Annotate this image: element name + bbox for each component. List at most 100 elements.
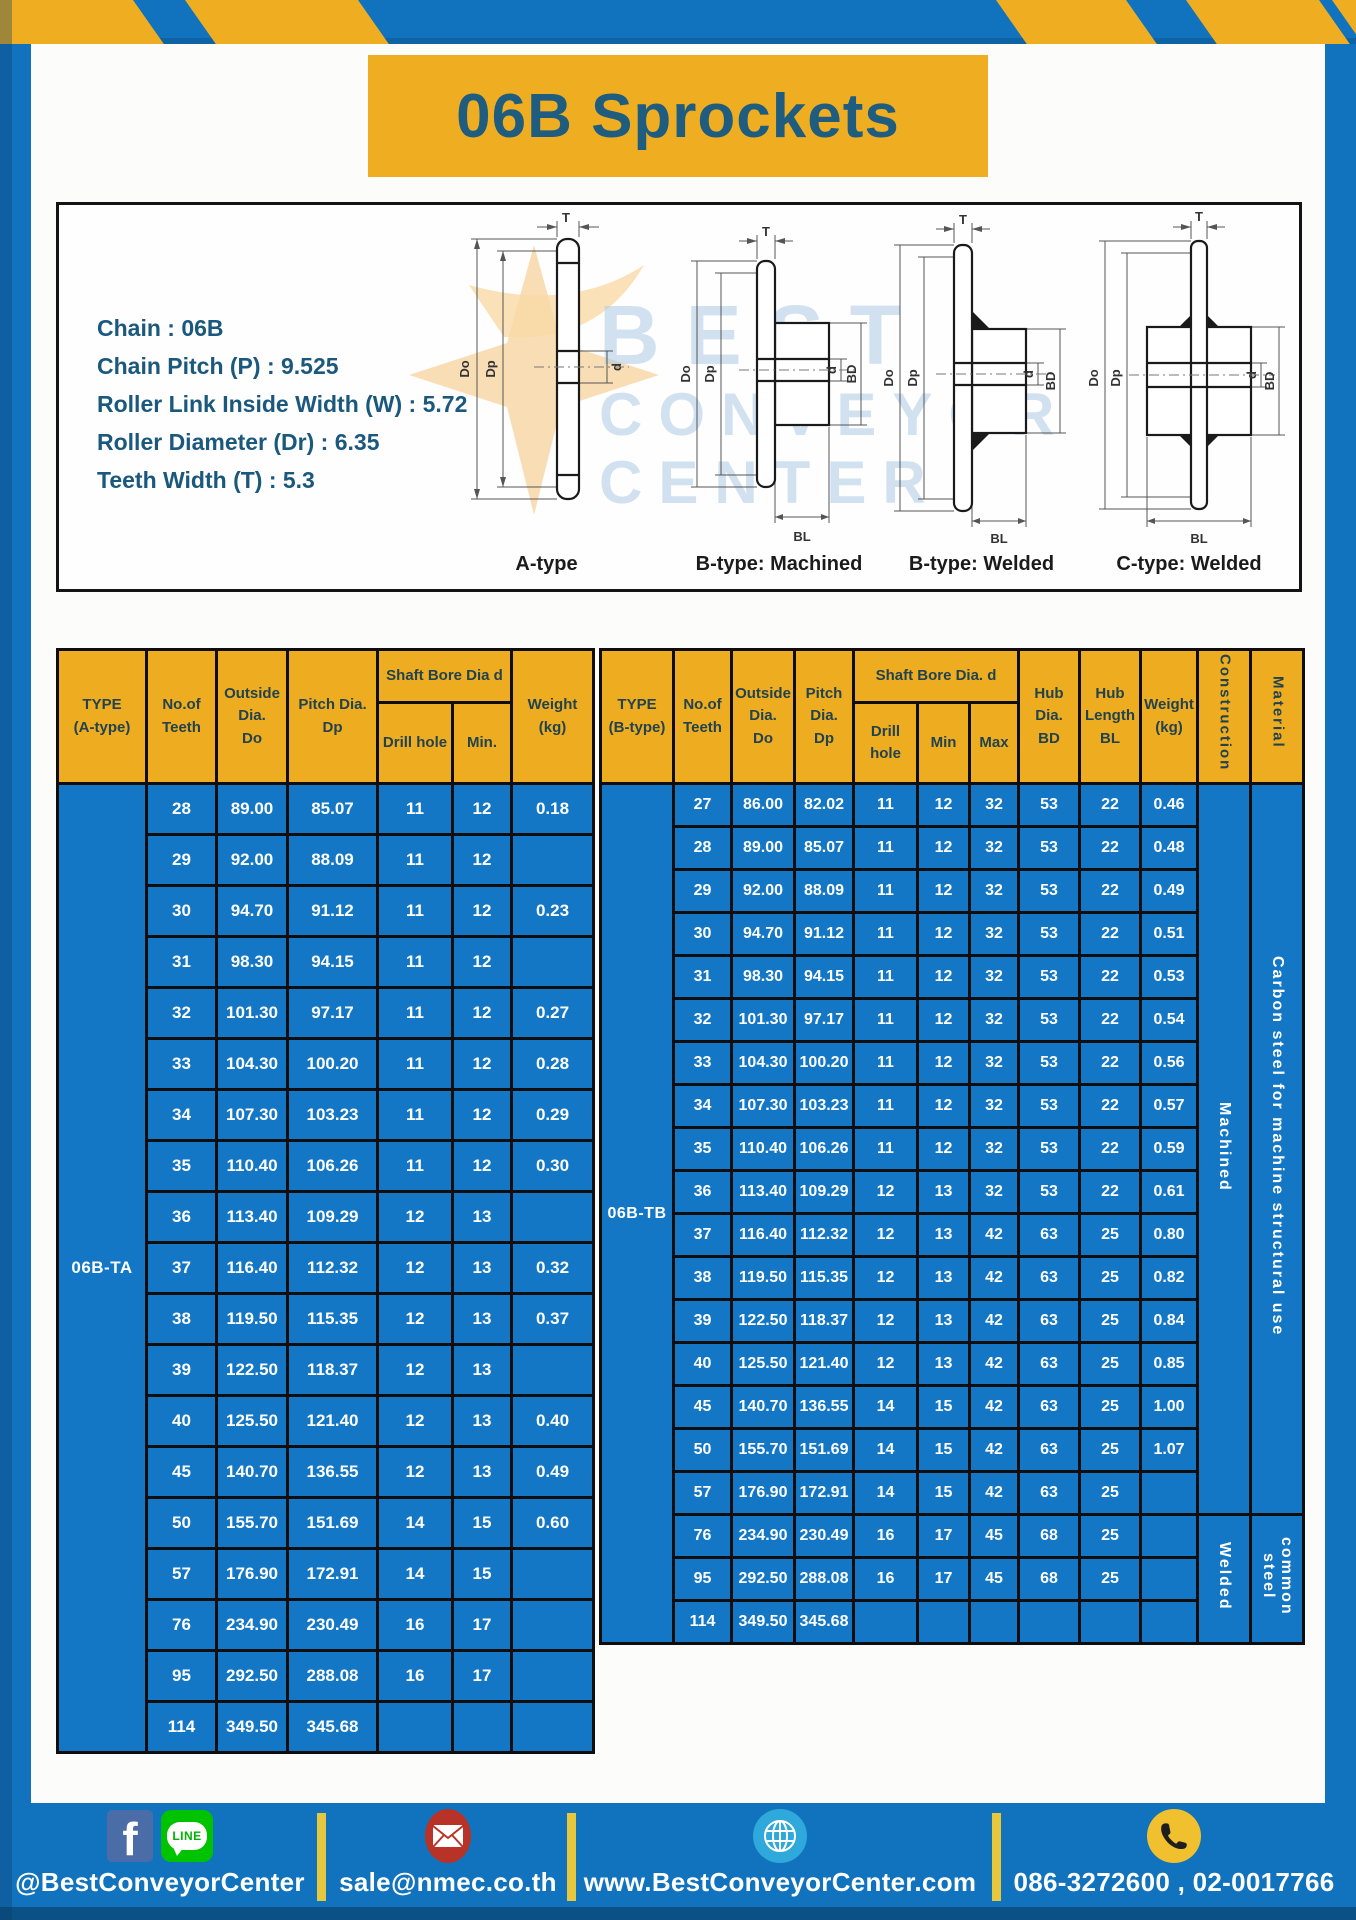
table-row: 34 107.30 103.23 11 12 32 53 22 0.57 bbox=[601, 1083, 1304, 1129]
header-outside-dia: Outside Dia. Do bbox=[215, 648, 289, 785]
table-cell: 42 bbox=[967, 1341, 1021, 1387]
table-cell: 98.30 bbox=[215, 935, 289, 989]
table-cell: 25 bbox=[1078, 1255, 1143, 1301]
table-cell: 0.82 bbox=[1139, 1255, 1200, 1301]
table-cell: 53 bbox=[1017, 997, 1082, 1043]
header-type: TYPE (A-type) bbox=[56, 648, 148, 785]
header-hub-dia: Hub Dia. BD bbox=[1017, 648, 1082, 785]
table-cell: 25 bbox=[1078, 1513, 1143, 1559]
facebook-icon[interactable]: f bbox=[107, 1810, 153, 1862]
footer-website-section[interactable]: www.BestConveyorCenter.com bbox=[580, 1809, 980, 1898]
table-cell: 1.00 bbox=[1139, 1384, 1200, 1430]
table-row: 36 113.40 109.29 12 13 32 53 22 0.61 bbox=[601, 1169, 1304, 1215]
dim-label-Dp: Dp bbox=[702, 365, 717, 382]
table-cell: 17 bbox=[916, 1513, 971, 1559]
header-drill-hole: Drill hole bbox=[852, 701, 919, 785]
footer-social-section[interactable]: f LINE @BestConveyorCenter bbox=[10, 1809, 310, 1898]
header-teeth: No.of Teeth bbox=[672, 648, 733, 785]
table-cell: 0.53 bbox=[1139, 954, 1200, 1000]
diagram-caption: B-type: Machined bbox=[695, 553, 863, 575]
table-cell: 42 bbox=[967, 1255, 1021, 1301]
footer-email-section[interactable]: sale@nmec.co.th bbox=[333, 1809, 563, 1898]
table-cell: 11 bbox=[852, 997, 919, 1043]
table-cell: 17 bbox=[916, 1556, 971, 1602]
table-cell: 63 bbox=[1017, 1470, 1082, 1516]
table-cell: 12 bbox=[376, 1343, 454, 1397]
website-url[interactable]: www.BestConveyorCenter.com bbox=[583, 1867, 977, 1897]
table-cell: 63 bbox=[1017, 1341, 1082, 1387]
table-cell bbox=[967, 1599, 1021, 1645]
table-cell: 112.32 bbox=[286, 1241, 379, 1295]
table-cell: 151.69 bbox=[286, 1496, 379, 1550]
table-cell: 97.17 bbox=[793, 997, 855, 1043]
table-cell: 50 bbox=[672, 1427, 733, 1473]
table-cell bbox=[510, 1700, 595, 1754]
email-address[interactable]: sale@nmec.co.th bbox=[339, 1867, 557, 1897]
table-cell: 22 bbox=[1078, 782, 1143, 828]
dim-label-BD: BD bbox=[1043, 372, 1058, 391]
table-cell: 12 bbox=[376, 1292, 454, 1346]
table-cell: 53 bbox=[1017, 1126, 1082, 1172]
hazard-top-bar bbox=[0, 0, 1356, 44]
table-cell: 121.40 bbox=[793, 1341, 855, 1387]
table-cell: 25 bbox=[1078, 1298, 1143, 1344]
table-row: 95 292.50 288.08 16 17 45 68 25 bbox=[601, 1556, 1304, 1602]
table-cell: 13 bbox=[451, 1445, 513, 1499]
table-cell: 11 bbox=[852, 911, 919, 957]
line-icon[interactable]: LINE bbox=[161, 1810, 213, 1862]
table-row: 33 104.30 100.20 11 12 0.28 bbox=[58, 1037, 595, 1091]
table-row: 34 107.30 103.23 11 12 0.29 bbox=[58, 1088, 595, 1142]
dim-label-BL: BL bbox=[1190, 531, 1207, 546]
footer-phone-section[interactable]: 086-3272600 , 02-0017766 bbox=[999, 1809, 1349, 1898]
table-cell: 63 bbox=[1017, 1384, 1082, 1430]
table-cell: 17 bbox=[451, 1649, 513, 1703]
table-cell: 0.54 bbox=[1139, 997, 1200, 1043]
table-cell: 88.09 bbox=[793, 868, 855, 914]
phone-icon[interactable] bbox=[1147, 1809, 1201, 1863]
table-cell: 32 bbox=[967, 954, 1021, 1000]
table-cell: 22 bbox=[1078, 1040, 1143, 1086]
dim-label-d: d bbox=[1021, 370, 1036, 378]
table-row: 36 113.40 109.29 12 13 bbox=[58, 1190, 595, 1244]
table-cell: 349.50 bbox=[730, 1599, 796, 1645]
diagram-a-type: T Do Dp d A-type bbox=[439, 211, 654, 576]
table-cell: 22 bbox=[1078, 825, 1143, 871]
table-cell: 22 bbox=[1078, 954, 1143, 1000]
table-cell: 11 bbox=[852, 1040, 919, 1086]
table-cell: 11 bbox=[376, 833, 454, 887]
social-handle[interactable]: @BestConveyorCenter bbox=[15, 1867, 305, 1897]
table-cell: 136.55 bbox=[793, 1384, 855, 1430]
table-cell: 34 bbox=[672, 1083, 733, 1129]
table-row: 57 176.90 172.91 14 15 42 63 25 bbox=[601, 1470, 1304, 1516]
table-cell: 28 bbox=[672, 825, 733, 871]
table-cell: 91.12 bbox=[793, 911, 855, 957]
table-cell: 42 bbox=[967, 1427, 1021, 1473]
table-cell: 25 bbox=[1078, 1341, 1143, 1387]
email-icon[interactable] bbox=[425, 1809, 471, 1863]
table-cell: 0.85 bbox=[1139, 1341, 1200, 1387]
table-cell: 107.30 bbox=[730, 1083, 796, 1129]
table-row: 28 89.00 85.07 11 12 32 53 22 0.48 bbox=[601, 825, 1304, 871]
phone-numbers[interactable]: 086-3272600 , 02-0017766 bbox=[1013, 1867, 1335, 1897]
table-cell: 53 bbox=[1017, 868, 1082, 914]
table-cell: 30 bbox=[672, 911, 733, 957]
table-cell: 22 bbox=[1078, 1083, 1143, 1129]
table-cell: 85.07 bbox=[793, 825, 855, 871]
table-cell: 0.27 bbox=[510, 986, 595, 1040]
table-cell: 12 bbox=[852, 1169, 919, 1215]
table-cell: 11 bbox=[376, 1037, 454, 1091]
dim-label-Dp: Dp bbox=[1108, 369, 1123, 386]
table-cell: 234.90 bbox=[730, 1513, 796, 1559]
table-cell: 12 bbox=[376, 1190, 454, 1244]
table-cell: 63 bbox=[1017, 1298, 1082, 1344]
table-cell: 45 bbox=[672, 1384, 733, 1430]
table-cell: 94.70 bbox=[730, 911, 796, 957]
header-min: Min bbox=[916, 701, 971, 785]
table-cell: 13 bbox=[916, 1298, 971, 1344]
table-cell: 0.84 bbox=[1139, 1298, 1200, 1344]
header-weight: Weight (kg) bbox=[1139, 648, 1200, 785]
table-cell: 0.29 bbox=[510, 1088, 595, 1142]
table-cell: 25 bbox=[1078, 1556, 1143, 1602]
globe-icon[interactable] bbox=[753, 1809, 807, 1863]
table-cell: 109.29 bbox=[286, 1190, 379, 1244]
